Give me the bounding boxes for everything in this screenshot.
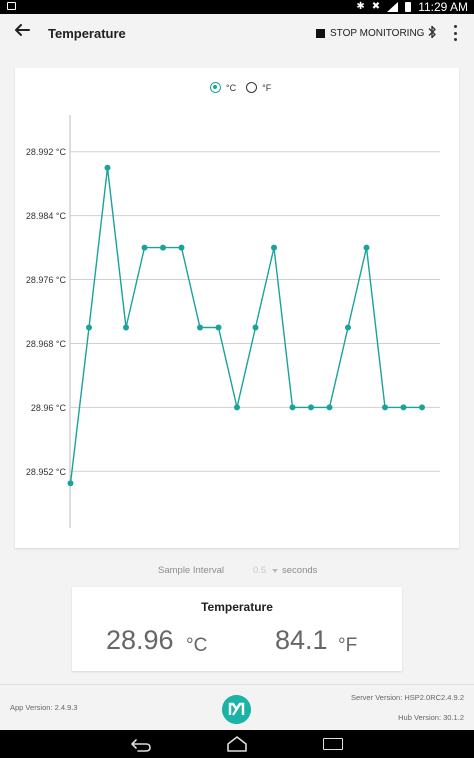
- data-point: [345, 324, 351, 331]
- sample-interval-unit: seconds: [282, 565, 318, 576]
- readout-title: Temperature: [201, 600, 273, 614]
- data-point: [363, 244, 370, 251]
- data-point: [67, 480, 74, 487]
- celsius-unit: °C: [186, 635, 208, 656]
- signal-icon: [387, 2, 399, 12]
- fahrenheit-unit: °F: [338, 635, 358, 656]
- bluetooth-icon[interactable]: [426, 25, 438, 39]
- data-point: [104, 164, 111, 171]
- status-time: 11:29 AM: [418, 0, 468, 14]
- y-tick-label: 28.976 °C: [26, 275, 67, 285]
- battery-icon: [405, 2, 412, 12]
- nav-recent-apps-icon[interactable]: [323, 738, 343, 750]
- temperature-readout-card: Temperature 28.96 °C 84.1 °F: [72, 587, 402, 671]
- y-tick-label: 28.96 °C: [31, 403, 67, 413]
- navigation-bar: [0, 730, 474, 758]
- data-point: [178, 244, 185, 251]
- data-point: [123, 324, 129, 331]
- status-icons: ✱ ✖ 11:29 AM: [356, 0, 468, 14]
- fahrenheit-value: 84.1: [275, 625, 328, 655]
- data-point: [289, 404, 296, 411]
- data-point: [419, 404, 425, 411]
- sample-interval-label: Sample Interval: [158, 565, 225, 576]
- data-point: [141, 244, 148, 251]
- notification-icon: [7, 2, 16, 10]
- y-tick-label: 28.968 °C: [26, 339, 67, 349]
- maxim-logo-icon: [222, 695, 251, 724]
- bluetooth-status-icon: ✱: [356, 1, 365, 12]
- stop-monitoring-label: STOP MONITORING: [330, 27, 425, 39]
- data-point: [308, 404, 314, 411]
- stop-icon: [316, 28, 325, 38]
- sample-interval-select[interactable]: 0.5: [253, 565, 267, 576]
- mute-icon: ✖: [371, 1, 381, 12]
- data-point: [400, 404, 407, 411]
- celsius-radio[interactable]: [210, 82, 221, 93]
- data-point: [86, 324, 92, 331]
- dropdown-caret-icon[interactable]: [272, 569, 278, 573]
- hub-version: Hub Version: 30.1.2: [398, 713, 464, 722]
- data-point: [326, 404, 333, 411]
- data-point: [160, 244, 166, 251]
- fahrenheit-radio-label[interactable]: °F: [262, 82, 272, 93]
- unit-toggle: °C °F: [210, 82, 281, 93]
- data-point: [234, 404, 240, 411]
- server-version: Server Version: HSP2.0RC2.4.9.2: [351, 693, 464, 702]
- data-point: [215, 324, 222, 331]
- chart-card: [15, 68, 459, 548]
- data-point: [197, 324, 203, 331]
- toolbar: Temperature STOP MONITORING: [0, 14, 474, 54]
- stop-monitoring-button[interactable]: STOP MONITORING: [316, 26, 424, 40]
- series-line: [69, 167, 422, 484]
- data-point: [271, 244, 277, 251]
- y-tick-label: 28.992 °C: [26, 147, 67, 157]
- data-point: [382, 404, 388, 411]
- status-bar: ✱ ✖ 11:29 AM: [0, 0, 474, 14]
- more-options-icon[interactable]: [452, 25, 458, 41]
- fahrenheit-radio[interactable]: [246, 82, 258, 93]
- data-point: [252, 324, 259, 331]
- page-title: Temperature: [48, 26, 126, 41]
- sample-interval-row: Sample Interval 0.5 seconds: [0, 563, 474, 577]
- nav-back-icon[interactable]: [129, 736, 153, 752]
- y-tick-label: 28.952 °C: [26, 467, 67, 477]
- nav-home-icon[interactable]: [226, 736, 248, 752]
- footer: App Version: 2.4.9.3 Server Version: HSP…: [0, 684, 474, 730]
- y-tick-label: 28.984 °C: [26, 211, 67, 221]
- app-version: App Version: 2.4.9.3: [10, 703, 78, 712]
- back-arrow-icon[interactable]: [12, 20, 32, 40]
- celsius-radio-label[interactable]: °C: [226, 82, 237, 93]
- celsius-value: 28.96: [106, 625, 174, 655]
